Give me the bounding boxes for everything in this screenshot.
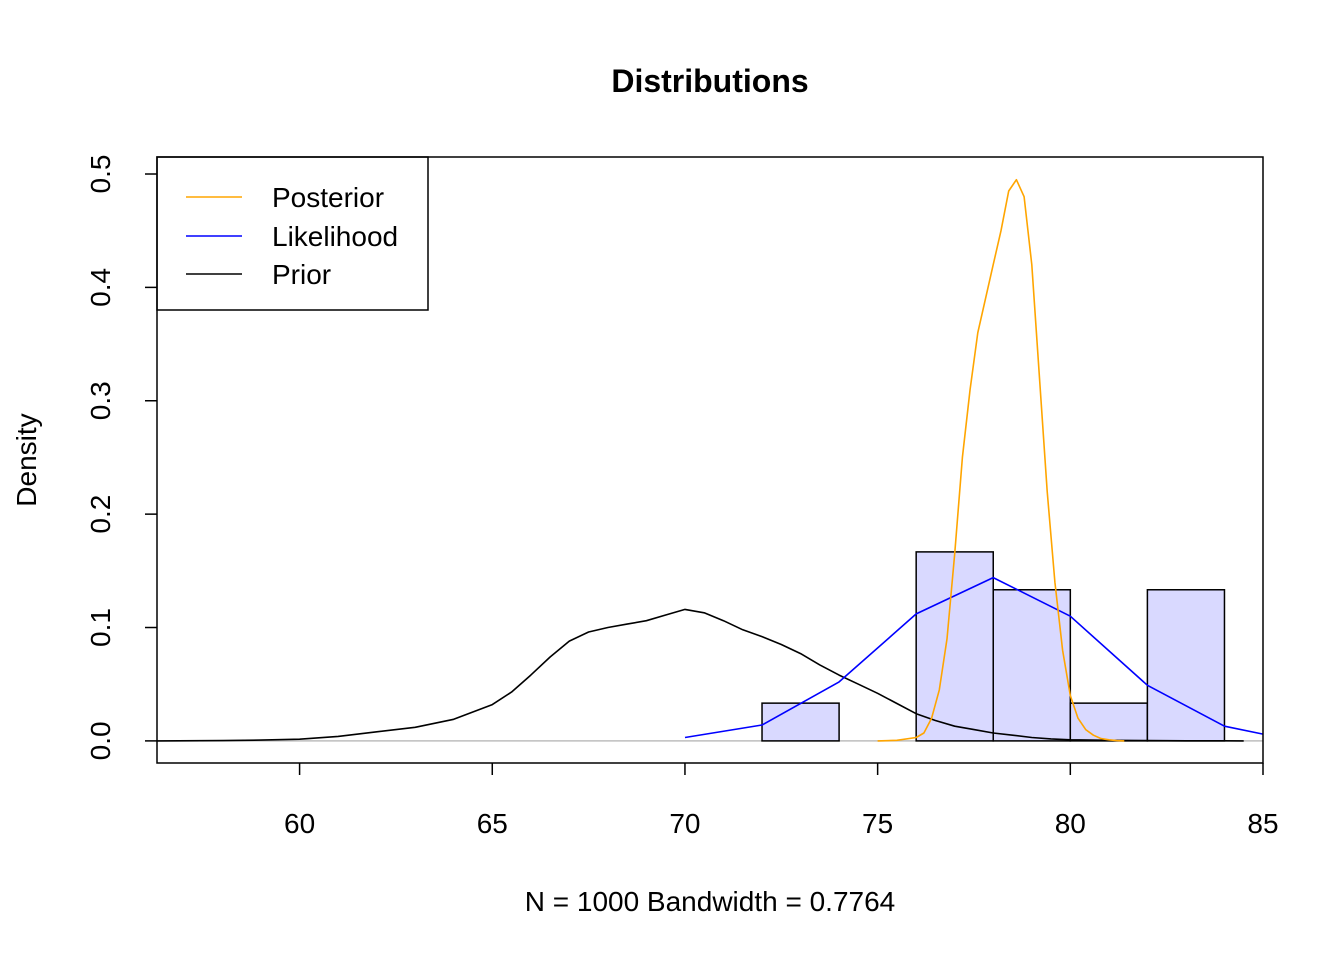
y-tick-label: 0.3 [85,381,116,420]
y-tick-label: 0.5 [85,155,116,194]
plot-frame [156,156,1264,764]
y-tick-label: 0.1 [85,608,116,647]
y-tick-label: 0.4 [85,268,116,307]
x-tick-label: 80 [1055,808,1086,839]
series-line-posterior [877,178,1125,742]
y-axis-label: Density [11,413,42,506]
series-line-prior [156,608,1244,742]
plot-area [156,178,1264,742]
axes: 60 65 70 75 80 85 0.0 0.1 0.2 0.3 0.4 0.5 [85,155,1279,839]
y-tick-label: 0.0 [85,721,116,760]
legend: Posterior Likelihood Prior [156,156,429,311]
x-tick-label: 60 [284,808,315,839]
x-tick-label: 65 [477,808,508,839]
histogram-bar [915,551,994,742]
x-tick-label: 70 [669,808,700,839]
legend-label-posterior: Posterior [272,182,384,213]
histogram-bar [761,702,840,742]
histogram-bar [1146,589,1226,742]
histogram-bar [1069,702,1149,742]
legend-label-prior: Prior [272,259,331,290]
x-tick-label: 85 [1247,808,1278,839]
x-tick-label: 75 [862,808,893,839]
x-axis-label: N = 1000 Bandwidth = 0.7764 [525,886,896,917]
y-tick-label: 0.2 [85,495,116,534]
series-line-likelihood [684,576,1264,739]
histogram-bar [992,589,1072,742]
chart-title: Distributions [611,63,808,99]
legend-label-likelihood: Likelihood [272,221,398,252]
